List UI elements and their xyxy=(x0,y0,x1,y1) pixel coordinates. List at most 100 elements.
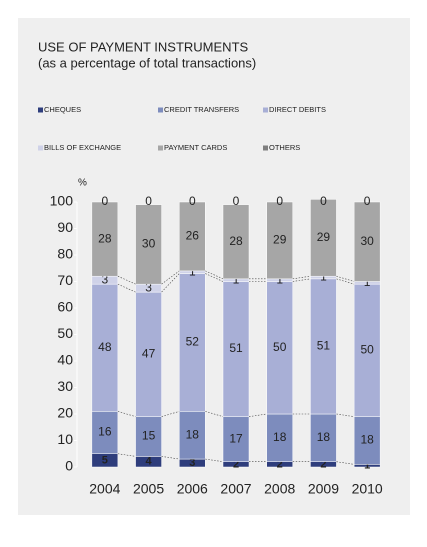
data-label: 28 xyxy=(98,231,112,245)
data-label: 30 xyxy=(360,234,374,248)
bar-segment xyxy=(353,283,381,417)
bar-segment xyxy=(135,204,162,285)
y-tick-label: 0 xyxy=(65,458,73,474)
y-tick-label: 40 xyxy=(57,352,73,368)
data-label: 4 xyxy=(146,456,153,468)
bar-segment xyxy=(135,291,162,417)
bar-segment xyxy=(353,201,381,282)
connector xyxy=(336,275,355,282)
data-label: 2 xyxy=(233,458,239,470)
legend-label: BILLS OF EXCHANGE xyxy=(44,143,121,152)
data-label: 52 xyxy=(186,335,200,349)
y-tick-label: 20 xyxy=(57,405,73,421)
legend-label: OTHERS xyxy=(269,143,300,152)
data-label: 1 xyxy=(364,460,370,472)
data-label: 18 xyxy=(360,433,374,447)
connector xyxy=(336,278,355,285)
x-tick-label: 2009 xyxy=(308,481,339,497)
data-label: 1 xyxy=(233,272,240,286)
connector xyxy=(117,411,136,417)
bar-segment xyxy=(310,413,337,462)
x-tick-label: 2006 xyxy=(177,481,208,497)
x-tick-label: 2007 xyxy=(220,481,251,497)
data-label: 51 xyxy=(229,341,243,355)
legend-swatch xyxy=(158,107,163,113)
connector xyxy=(161,273,180,293)
data-label: 16 xyxy=(98,425,112,439)
data-label: 47 xyxy=(142,347,156,361)
legend-swatch xyxy=(263,145,268,151)
data-label: 17 xyxy=(229,431,243,445)
x-tick-label: 2005 xyxy=(133,481,164,497)
legend-swatch xyxy=(38,145,43,151)
legend-swatch xyxy=(38,107,43,113)
bar-segment xyxy=(266,281,293,415)
data-label: 5 xyxy=(102,454,108,466)
data-label: 29 xyxy=(317,230,331,244)
connector xyxy=(205,411,224,417)
y-axis-label: % xyxy=(78,178,87,189)
data-label: 0 xyxy=(320,194,327,208)
bar-segment xyxy=(310,199,337,277)
connector xyxy=(161,411,180,417)
data-label: 51 xyxy=(317,339,331,353)
connector xyxy=(205,273,224,282)
y-tick-label: 90 xyxy=(57,219,73,235)
x-tick-label: 2010 xyxy=(352,481,383,497)
legend-label: PAYMENT CARDS xyxy=(164,143,227,152)
data-label: 29 xyxy=(273,233,287,247)
data-label: 2 xyxy=(320,458,326,470)
legend-swatch xyxy=(263,107,268,113)
data-label: 15 xyxy=(142,429,156,443)
data-label: 18 xyxy=(186,427,200,441)
data-label: 0 xyxy=(189,194,196,208)
data-label: 30 xyxy=(142,237,156,251)
legend-label: DIRECT DEBITS xyxy=(269,105,326,114)
y-tick-label: 100 xyxy=(50,193,74,209)
data-label: 0 xyxy=(276,194,283,208)
y-tick-label: 10 xyxy=(57,431,73,447)
bar-segment xyxy=(222,204,250,280)
connector xyxy=(117,283,136,293)
x-tick-label: 2004 xyxy=(89,481,120,497)
data-label: 2 xyxy=(277,458,283,470)
panel xyxy=(18,18,410,515)
legend-label: CHEQUES xyxy=(44,105,81,114)
data-label: 18 xyxy=(317,430,331,444)
data-label: 1 xyxy=(276,272,283,286)
y-tick-label: 60 xyxy=(57,299,73,315)
connector xyxy=(161,270,180,285)
data-label: 1 xyxy=(189,264,196,278)
data-label: 0 xyxy=(364,194,371,208)
data-label: 28 xyxy=(229,234,243,248)
data-label: 1 xyxy=(320,270,327,284)
bar-segment xyxy=(179,273,206,412)
data-label: 50 xyxy=(273,340,287,354)
bar-segment xyxy=(310,278,337,415)
bar-segment xyxy=(266,201,293,280)
x-tick-label: 2008 xyxy=(264,481,295,497)
connector xyxy=(205,270,224,280)
data-label: 1 xyxy=(364,275,371,289)
legend-swatch xyxy=(158,145,163,151)
bar-segment xyxy=(91,201,119,277)
y-tick-label: 30 xyxy=(57,378,73,394)
connector xyxy=(117,275,136,285)
bar-segment xyxy=(179,201,206,272)
data-label: 0 xyxy=(233,194,240,208)
legend-label: CREDIT TRANSFERS xyxy=(164,105,239,114)
chart-title: USE OF PAYMENT INSTRUMENTS xyxy=(38,39,249,54)
data-label: 26 xyxy=(186,229,200,243)
bar-segment xyxy=(135,416,162,457)
chart-subtitle: (as a percentage of total transactions) xyxy=(38,55,256,70)
data-label: 48 xyxy=(98,340,112,354)
y-tick-label: 80 xyxy=(57,246,73,262)
data-label: 0 xyxy=(145,194,152,208)
data-label: 3 xyxy=(189,457,195,469)
data-label: 3 xyxy=(145,280,152,294)
data-label: 0 xyxy=(102,194,109,208)
y-tick-label: 70 xyxy=(57,272,73,288)
data-label: 50 xyxy=(360,343,374,357)
bar-segment xyxy=(179,411,206,460)
